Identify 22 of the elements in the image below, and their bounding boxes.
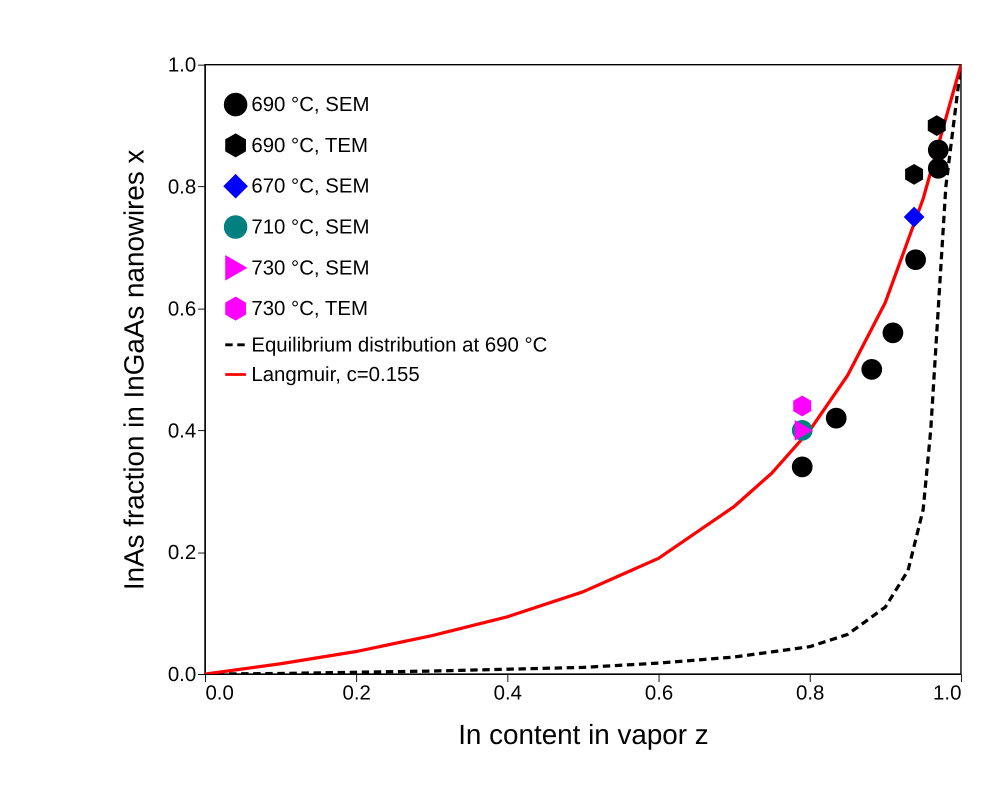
y-tick-label: 0.4 <box>168 420 196 442</box>
legend-label: Langmuir, c=0.155 <box>251 364 420 386</box>
legend-label: 730 °C, SEM <box>251 257 370 280</box>
y-axis-title: InAs fraction in InGaAs nanowires x <box>118 149 150 590</box>
x-tick-label: 0.8 <box>796 682 824 705</box>
legend-label: 690 °C, TEM <box>251 134 368 157</box>
legend-label: 690 °C, SEM <box>251 94 370 116</box>
y-tick-label: 1.0 <box>168 54 196 77</box>
legend-label: 710 °C, SEM <box>251 216 370 238</box>
y-tick-label: 0.6 <box>168 298 196 320</box>
y-tick-label: 0.2 <box>168 542 196 564</box>
x-tick-label: 0.6 <box>644 682 674 705</box>
x-tick-label: 0.2 <box>342 682 371 705</box>
legend-label: 670 °C, SEM <box>251 176 370 198</box>
y-tick-label: 0.8 <box>168 176 196 199</box>
y-tick-label: 0.0 <box>168 664 196 686</box>
legend-label: 730 °C, TEM <box>251 298 368 320</box>
x-tick-label: 0.4 <box>494 682 522 705</box>
legend-label: Equilibrium distribution at 690 °C <box>251 334 548 356</box>
x-axis-title: In content in vapor z <box>458 719 709 750</box>
x-tick-label: 0.0 <box>205 682 234 705</box>
x-tick-label: 1.0 <box>933 682 962 705</box>
